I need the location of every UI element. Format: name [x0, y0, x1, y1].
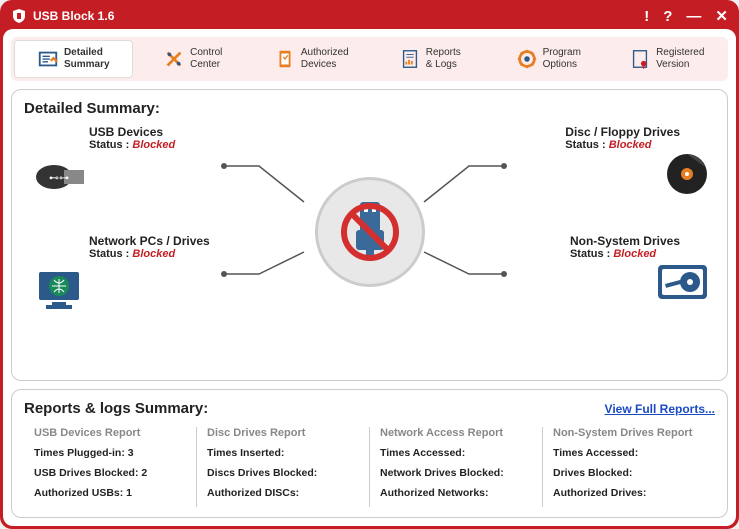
- summary-panel: Detailed Summary:: [11, 89, 728, 381]
- tools-icon: [163, 48, 185, 70]
- report-row: Times Accessed:: [553, 447, 705, 459]
- usb-title: USB Devices: [89, 125, 175, 139]
- report-row: Authorized USBs: 1: [34, 487, 186, 499]
- report-row: Times Inserted:: [207, 447, 359, 459]
- tab-label: Program: [543, 47, 581, 58]
- app-icon: [11, 8, 27, 24]
- tab-label: Detailed: [64, 47, 103, 58]
- titlebar: USB Block 1.6 ! ? — ✕: [3, 3, 736, 29]
- net-status: Blocked: [132, 248, 175, 260]
- nonsys-status: Blocked: [613, 248, 656, 260]
- report-row: USB Drives Blocked: 2: [34, 467, 186, 479]
- svg-text:⊷⊶: ⊷⊶: [49, 173, 69, 184]
- disc-title: Disc / Floppy Drives: [565, 125, 680, 139]
- certificate-icon: [629, 48, 651, 70]
- report-col-title: USB Devices Report: [34, 427, 186, 439]
- report-col-title: Disc Drives Report: [207, 427, 359, 439]
- report-columns: USB Devices Report Times Plugged-in: 3 USB…: [24, 427, 715, 507]
- center-blocked-icon: [315, 177, 425, 287]
- disc-status: Blocked: [609, 139, 652, 151]
- window-title: USB Block 1.6: [33, 9, 114, 23]
- tab-label: Registered: [656, 47, 704, 58]
- reports-title: Reports & logs Summary:: [24, 400, 208, 417]
- tab-label: Authorized: [301, 47, 349, 58]
- chart-icon: [399, 48, 421, 70]
- node-disc-drives: Disc / Floppy Drives Status : Blocked: [565, 125, 680, 151]
- minimize-button[interactable]: —: [686, 8, 701, 25]
- tab-detailed-summary[interactable]: DetailedSummary: [14, 40, 133, 78]
- report-row: Authorized Networks:: [380, 487, 532, 499]
- node-usb-devices: USB Devices Status : Blocked: [89, 125, 175, 151]
- tab-control-center[interactable]: ControlCenter: [135, 40, 252, 78]
- clipboard-icon: [274, 48, 296, 70]
- close-button[interactable]: ✕: [715, 7, 728, 25]
- report-col: Non-System Drives Report Times Accessed: D…: [542, 427, 715, 507]
- tab-registered-version[interactable]: RegisteredVersion: [609, 40, 726, 78]
- tab-label: Reports: [426, 47, 461, 58]
- report-col: Disc Drives Report Times Inserted: Discs D…: [196, 427, 369, 507]
- report-col: Network Access Report Times Accessed: Netw…: [369, 427, 542, 507]
- gear-icon: [516, 48, 538, 70]
- nonsys-title: Non-System Drives: [570, 234, 680, 248]
- tab-authorized-devices[interactable]: AuthorizedDevices: [253, 40, 370, 78]
- network-icon: [34, 267, 84, 312]
- report-col: USB Devices Report Times Plugged-in: 3 USB…: [24, 427, 196, 507]
- summary-icon: [37, 48, 59, 70]
- node-network-drives: Network PCs / Drives Status : Blocked: [89, 234, 210, 260]
- report-col-title: Non-System Drives Report: [553, 427, 705, 439]
- tab-bar: DetailedSummary ControlCenter Authorized…: [11, 37, 728, 81]
- report-row: Authorized Drives:: [553, 487, 705, 499]
- net-title: Network PCs / Drives: [89, 234, 210, 248]
- report-row: Discs Drives Blocked:: [207, 467, 359, 479]
- tab-program-options[interactable]: ProgramOptions: [490, 40, 607, 78]
- hdd-icon: [655, 262, 710, 302]
- help-button[interactable]: ?: [663, 8, 672, 25]
- tab-label: Control: [190, 47, 222, 58]
- alert-button[interactable]: !: [644, 8, 649, 25]
- reports-panel: Reports & logs Summary: View Full Report…: [11, 389, 728, 518]
- content-area: DetailedSummary ControlCenter Authorized…: [3, 29, 736, 526]
- report-row: Authorized DISCs:: [207, 487, 359, 499]
- view-full-reports-link[interactable]: View Full Reports...: [605, 402, 715, 416]
- diagram: USB Devices Status : Blocked ⊷⊶ Disc / F…: [24, 122, 715, 342]
- app-window: USB Block 1.6 ! ? — ✕ DetailedSummary Co…: [0, 0, 739, 529]
- report-row: Times Plugged-in: 3: [34, 447, 186, 459]
- node-nonsystem-drives: Non-System Drives Status : Blocked: [570, 234, 680, 260]
- report-row: Network Drives Blocked:: [380, 467, 532, 479]
- summary-title: Detailed Summary:: [24, 100, 715, 117]
- usb-status: Blocked: [132, 139, 175, 151]
- report-row: Drives Blocked:: [553, 467, 705, 479]
- tab-reports-logs[interactable]: Reports& Logs: [372, 40, 489, 78]
- usb-icon: ⊷⊶: [34, 152, 89, 192]
- report-row: Times Accessed:: [380, 447, 532, 459]
- disc-icon: [665, 152, 710, 197]
- report-col-title: Network Access Report: [380, 427, 532, 439]
